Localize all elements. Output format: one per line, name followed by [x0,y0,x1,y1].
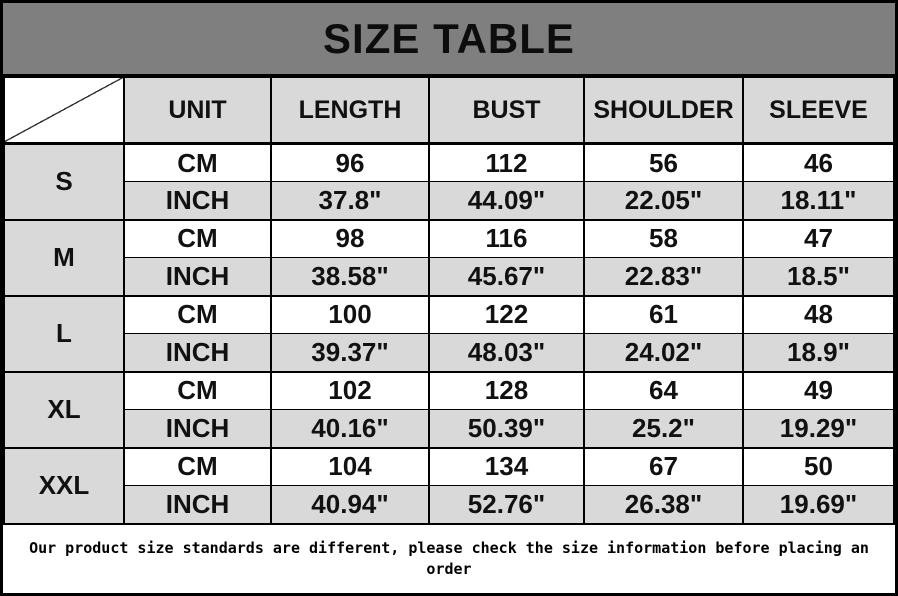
measurement-cell: 128 [428,370,585,410]
measurement-cell: 64 [583,370,744,410]
measurement-cell: 134 [428,446,585,486]
column-header-shoulder: SHOULDER [583,76,744,145]
footer-note-text: Our product size standards are different… [29,538,869,578]
table-row: M CM 98 116 58 47 [3,218,895,297]
column-header-bust: BUST [428,76,585,145]
measurement-cell: 50 [742,446,895,486]
footer-note: Our product size standards are different… [3,525,895,594]
measurement-cell: 18.5" [742,257,895,297]
measurement-cell: 25.2" [583,409,744,449]
measurement-cell: 39.37" [270,333,430,373]
table-row: INCH 40.94" 52.76" 26.38" 19.69" [4,485,895,525]
measurement-cell: 48 [742,294,895,334]
unit-cell: CM [123,218,272,258]
title-bar: SIZE TABLE [3,3,895,76]
size-label-m: M [3,218,125,297]
measurement-cell: 18.9" [742,333,895,373]
unit-cell: INCH [123,333,272,373]
unit-cell: INCH [123,181,272,221]
unit-cell: CM [123,142,272,182]
table-row: XL CM 102 128 64 49 [3,370,895,449]
measurement-cell: 40.16" [270,409,430,449]
measurement-cell: 52.76" [428,485,585,525]
measurement-cell: 19.29" [742,409,895,449]
table-row: L CM 100 122 61 48 [3,294,895,373]
column-header-unit: UNIT [123,76,272,145]
measurement-cell: 38.58" [270,257,430,297]
table-row: S CM 96 112 56 46 [3,142,895,221]
measurement-cell: 104 [270,446,430,486]
measurement-cell: 96 [270,142,430,182]
page-title: SIZE TABLE [323,14,575,62]
unit-cell: CM [123,446,272,486]
measurement-cell: 50.39" [428,409,585,449]
measurement-cell: 56 [583,142,744,182]
measurement-cell: 22.83" [583,257,744,297]
measurement-cell: 61 [583,294,744,334]
corner-cell-diagonal [3,76,125,145]
measurement-cell: 22.05" [583,181,744,221]
measurement-cell: 116 [428,218,585,258]
measurement-cell: 98 [270,218,430,258]
measurement-cell: 112 [428,142,585,182]
measurement-cell: 58 [583,218,744,258]
measurement-cell: 45.67" [428,257,585,297]
unit-cell: INCH [123,409,272,449]
measurement-cell: 24.02" [583,333,744,373]
measurement-cell: 44.09" [428,181,585,221]
measurement-cell: 26.38" [583,485,744,525]
table-row: INCH 37.8" 44.09" 22.05" 18.11" [4,181,895,221]
measurement-cell: 100 [270,294,430,334]
measurement-cell: 37.8" [270,181,430,221]
table-row: INCH 39.37" 48.03" 24.02" 18.9" [4,333,895,373]
table-row: INCH 38.58" 45.67" 22.83" 18.5" [4,257,895,297]
measurement-cell: 47 [742,218,895,258]
size-table: UNIT LENGTH BUST SHOULDER SLEEVE S CM 96… [3,76,895,525]
measurement-cell: 46 [742,142,895,182]
unit-cell: CM [123,370,272,410]
measurement-cell: 48.03" [428,333,585,373]
measurement-cell: 67 [583,446,744,486]
size-label-xl: XL [3,370,125,449]
measurement-cell: 19.69" [742,485,895,525]
unit-cell: CM [123,294,272,334]
column-header-length: LENGTH [270,76,430,145]
measurement-cell: 18.11" [742,181,895,221]
measurement-cell: 122 [428,294,585,334]
unit-cell: INCH [123,485,272,525]
measurement-cell: 40.94" [270,485,430,525]
measurement-cell: 102 [270,370,430,410]
column-header-sleeve: SLEEVE [742,76,895,145]
size-label-s: S [3,142,125,221]
size-label-xxl: XXL [3,446,125,525]
unit-cell: INCH [123,257,272,297]
header-row: UNIT LENGTH BUST SHOULDER SLEEVE [3,76,895,145]
size-label-l: L [3,294,125,373]
table-row: INCH 40.16" 50.39" 25.2" 19.29" [4,409,895,449]
measurement-cell: 49 [742,370,895,410]
table-row: XXL CM 104 134 67 50 [3,446,895,525]
